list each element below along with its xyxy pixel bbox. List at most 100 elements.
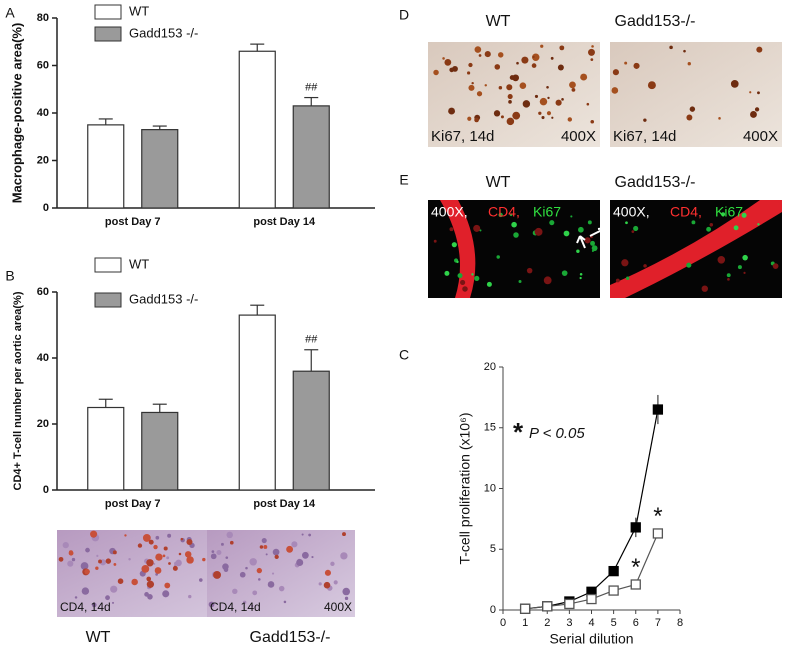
- cell: [67, 560, 74, 567]
- x-tick-label: 7: [655, 617, 661, 629]
- cell: [754, 107, 760, 112]
- cell: [146, 559, 154, 567]
- cell: [686, 114, 693, 121]
- cell: [750, 111, 757, 118]
- cell: [471, 273, 474, 276]
- y-tick-label: 60: [37, 59, 49, 71]
- bar: [238, 314, 276, 491]
- cell: [342, 587, 351, 596]
- cell: [643, 264, 647, 268]
- cell: [756, 46, 763, 53]
- cell: [561, 270, 568, 276]
- cell: [631, 230, 635, 233]
- y-tick-label: 20: [37, 154, 49, 166]
- cell: [213, 570, 222, 579]
- cell: [733, 225, 739, 231]
- micrograph-caption: 400X: [561, 128, 596, 145]
- cell: [519, 82, 527, 89]
- y-tick-label: 20: [37, 418, 49, 430]
- cell: [691, 220, 696, 225]
- marker: [586, 593, 597, 605]
- y-axis-label: T-cell proliferation (x10⁶): [457, 412, 473, 564]
- x-tick-label: 5: [611, 617, 617, 629]
- cell: [162, 554, 166, 558]
- cell: [474, 275, 480, 282]
- cell: [749, 91, 752, 94]
- cell: [308, 533, 312, 537]
- cell: [68, 550, 73, 555]
- cell: [216, 549, 222, 555]
- cell: [105, 558, 112, 564]
- panel-label: A: [5, 5, 15, 21]
- cell: [242, 600, 247, 605]
- vessel-wall: [440, 200, 476, 298]
- cell: [590, 58, 594, 62]
- cell: [534, 94, 539, 99]
- cell: [473, 224, 481, 232]
- cell: [71, 557, 76, 562]
- cell: [175, 559, 182, 567]
- cell: [184, 551, 192, 558]
- cell: [112, 550, 117, 555]
- cell: [251, 604, 254, 607]
- y-tick-label: 40: [37, 107, 49, 119]
- bar: [87, 124, 125, 209]
- cell: [539, 97, 548, 106]
- cell: [148, 539, 154, 545]
- cell: [549, 220, 555, 226]
- cell: [91, 602, 97, 608]
- cell: [586, 102, 590, 106]
- x-tick-label: 3: [566, 617, 572, 629]
- cell: [208, 601, 215, 608]
- cell: [513, 232, 519, 238]
- micrograph-caption: Ki67: [715, 204, 743, 220]
- x-tick-label: post Day 14: [253, 498, 316, 510]
- cell: [737, 265, 742, 270]
- cell: [105, 595, 110, 601]
- cell: [624, 61, 628, 65]
- arrow: [589, 227, 607, 237]
- cell: [131, 578, 138, 586]
- cell: [518, 279, 522, 283]
- cell: [168, 562, 171, 565]
- cell: [474, 117, 479, 123]
- x-tick-label: post Day 7: [105, 498, 161, 510]
- cell: [291, 541, 298, 548]
- marker: [564, 598, 575, 610]
- cell: [540, 44, 544, 48]
- cell: [509, 213, 513, 217]
- cell: [508, 100, 512, 104]
- micrograph: [610, 42, 782, 147]
- micrograph-caption: 400X,: [613, 204, 650, 220]
- micrograph-caption: CD4,: [488, 204, 520, 220]
- cell: [324, 569, 331, 576]
- cell: [498, 212, 503, 218]
- legend-label: WT: [129, 3, 149, 18]
- y-tick-label: 0: [43, 484, 49, 496]
- marker: [608, 565, 619, 577]
- cell: [283, 600, 287, 604]
- cell: [543, 276, 552, 285]
- x-tick-label: 6: [633, 617, 639, 629]
- micrograph-label: WT: [86, 629, 111, 646]
- cell: [516, 61, 519, 65]
- x-tick-label: 4: [588, 617, 594, 629]
- cell: [226, 531, 233, 539]
- micrograph-header: WT: [486, 13, 511, 30]
- cell: [81, 587, 90, 595]
- x-tick-label: 1: [522, 617, 528, 629]
- y-axis-label: CD4+ T-cell number per aortic area(%): [12, 291, 24, 490]
- cell: [186, 538, 193, 546]
- cell: [721, 212, 726, 217]
- cell: [532, 53, 540, 62]
- legend-swatch: [94, 257, 122, 273]
- cell: [80, 562, 89, 570]
- cell: [318, 582, 322, 586]
- y-tick-label: 60: [37, 286, 49, 298]
- annotation: P < 0.05: [529, 425, 585, 442]
- cell: [199, 578, 203, 582]
- cell: [433, 239, 437, 243]
- cell: [701, 285, 708, 292]
- cell: [225, 556, 229, 559]
